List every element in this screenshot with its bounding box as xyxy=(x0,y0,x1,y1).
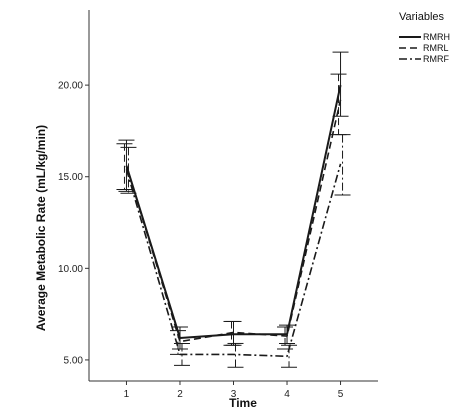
y-axis-title: Average Metabolic Rate (mL/kg/min) xyxy=(34,125,48,331)
x-tick-label: 2 xyxy=(177,389,183,400)
x-axis-title: Time xyxy=(229,396,257,410)
error-bar-rmrh xyxy=(332,51,349,117)
error-bar-rmrf xyxy=(227,342,244,368)
y-tick-label: 10.00 xyxy=(58,264,83,275)
legend-label-rmrh: RMRH xyxy=(423,32,450,42)
legend-label-rmrf: RMRF xyxy=(423,54,449,64)
series-line-rmrh xyxy=(125,84,342,339)
error-bar-rmrf xyxy=(334,134,351,196)
legend-label-rmrl: RMRL xyxy=(423,43,449,53)
x-tick-label: 1 xyxy=(124,389,130,400)
series-line-rmrf xyxy=(125,163,342,358)
series-lines xyxy=(125,84,342,358)
x-tick-label: 5 xyxy=(338,389,344,400)
x-tick-label: 3 xyxy=(231,389,237,400)
series-line-rmrl xyxy=(125,99,342,343)
error-bar-rmrl xyxy=(277,326,294,350)
error-bars xyxy=(116,51,351,368)
y-tick-label: 20.00 xyxy=(58,81,83,92)
y-tick-label: 15.00 xyxy=(58,172,83,183)
legend-title: Variables xyxy=(399,11,445,23)
error-bar-rmrl xyxy=(330,73,347,136)
error-bar-rmrl xyxy=(116,143,133,191)
tick-marks: 5.00 10.00 15.00 20.00 1 2 3 4 5 xyxy=(58,81,344,400)
y-tick-label: 5.00 xyxy=(64,355,84,366)
x-tick-label: 4 xyxy=(284,389,290,400)
